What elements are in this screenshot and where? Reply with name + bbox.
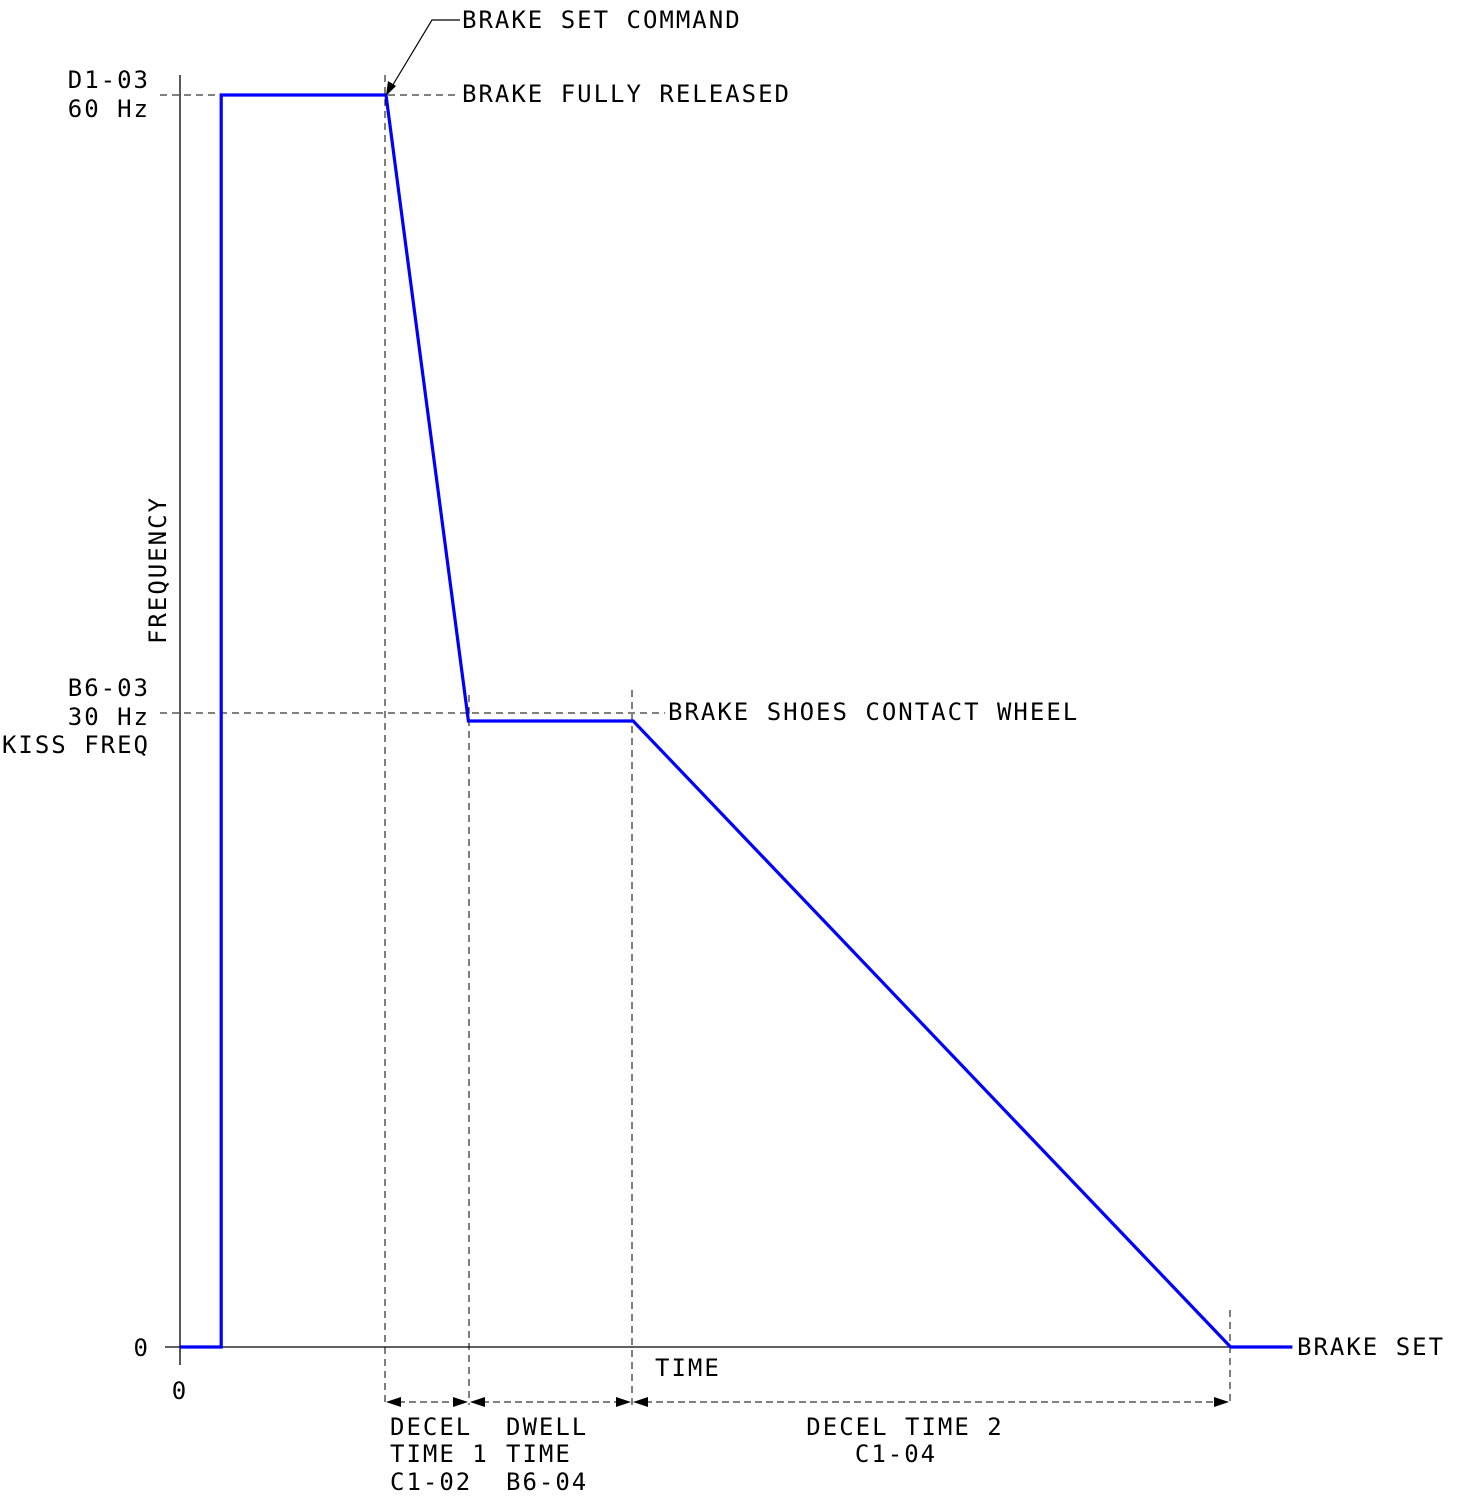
brake-set-command-leader bbox=[390, 19, 460, 89]
brake-set-command-arrowhead bbox=[386, 81, 396, 96]
brake-fully-released-label: BRAKE FULLY RELEASED bbox=[462, 80, 791, 108]
decel-time-2-label-line2: C1-04 bbox=[855, 1440, 937, 1468]
zero-freq-label: 0 bbox=[134, 1334, 150, 1362]
frequency-profile-line bbox=[180, 93, 1293, 1349]
decel-time-1-label-line3: C1-02 bbox=[390, 1468, 472, 1496]
origin-label: 0 bbox=[172, 1377, 188, 1405]
kiss-freq-value-label: 30 Hz bbox=[68, 703, 150, 731]
kiss-freq-param-label: B6-03 bbox=[68, 674, 150, 702]
max-freq-param-label: D1-03 bbox=[68, 66, 150, 94]
x-axis-title: TIME bbox=[655, 1354, 721, 1382]
brake-set-label: BRAKE SET bbox=[1297, 1333, 1445, 1361]
interval-dimension-decel-1 bbox=[386, 1397, 468, 1407]
interval-dimension-decel-2 bbox=[633, 1397, 1229, 1407]
y-axis-title: FREQUENCY bbox=[144, 496, 172, 644]
max-freq-value-label: 60 Hz bbox=[68, 95, 150, 123]
dwell-time-label-line3: B6-04 bbox=[506, 1468, 588, 1496]
dwell-time-label-line2: TIME bbox=[506, 1440, 572, 1468]
interval-dimension-dwell bbox=[470, 1397, 631, 1407]
decel-time-2-label-line1: DECEL TIME 2 bbox=[806, 1413, 1003, 1441]
decel-time-1-label-line1: DECEL bbox=[390, 1413, 472, 1441]
kiss-freq-name-label: KISS FREQ bbox=[2, 731, 150, 759]
dwell-time-label-line1: DWELL bbox=[506, 1413, 588, 1441]
brake-set-command-label: BRAKE SET COMMAND bbox=[462, 6, 742, 34]
brake-shoes-contact-label: BRAKE SHOES CONTACT WHEEL bbox=[668, 698, 1079, 726]
decel-time-1-label-line2: TIME 1 bbox=[390, 1440, 489, 1468]
